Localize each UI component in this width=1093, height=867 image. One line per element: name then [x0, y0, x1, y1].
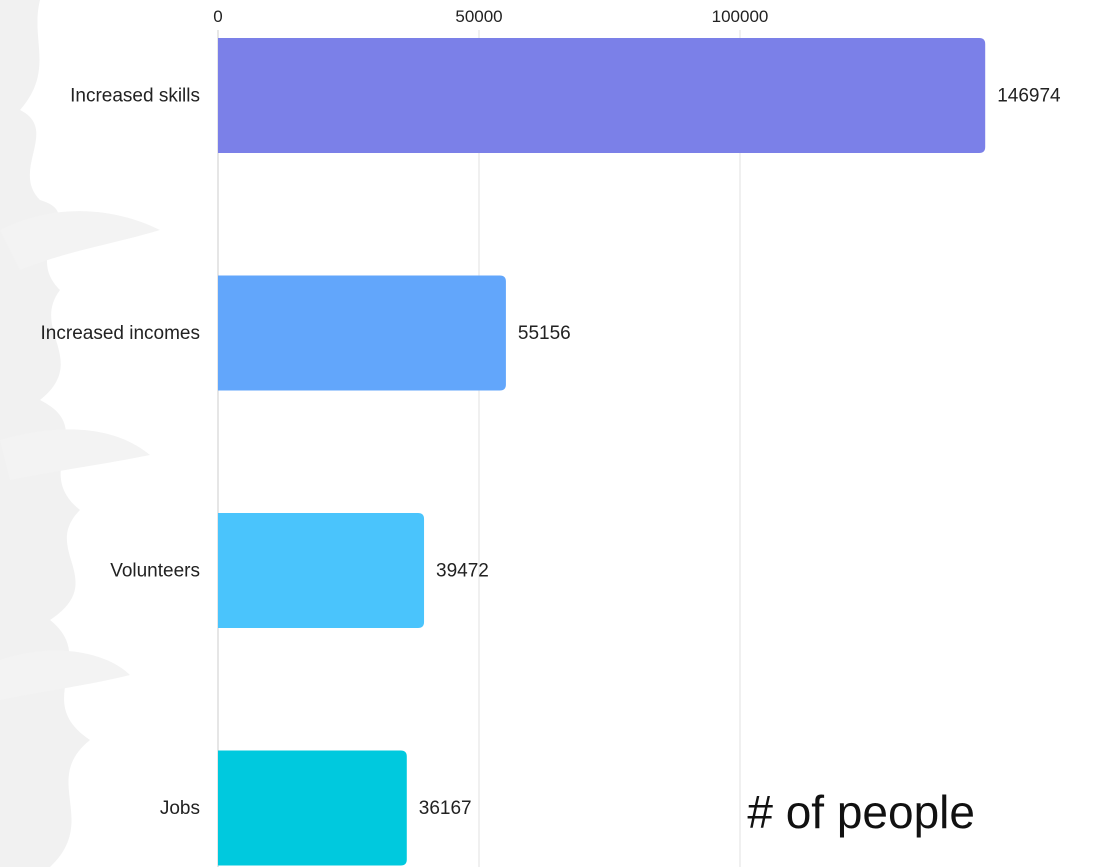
x-tick-label: 100000	[712, 7, 769, 26]
axis-annotation: # of people	[747, 786, 975, 838]
bars	[218, 38, 986, 866]
x-axis-tick-labels: 0 50000 100000	[213, 7, 768, 26]
value-labels: 146974 55156 39472 36167	[419, 86, 1061, 820]
x-tick-label: 50000	[455, 7, 502, 26]
bar	[218, 275, 506, 391]
category-labels: Increased skills Increased incomes Volunte…	[41, 86, 200, 820]
value-label: 146974	[997, 86, 1061, 107]
category-label: Increased incomes	[41, 323, 200, 344]
background-watermark	[0, 0, 160, 867]
value-label: 36167	[419, 798, 472, 819]
category-label: Increased skills	[70, 86, 200, 107]
category-label: Jobs	[160, 798, 200, 819]
gridlines	[478, 30, 741, 867]
value-label: 55156	[518, 323, 571, 344]
value-label: 39472	[436, 561, 489, 582]
x-tick-label: 0	[213, 7, 222, 26]
bar	[218, 750, 407, 866]
bar	[218, 513, 425, 628]
bar	[218, 38, 986, 153]
category-label: Volunteers	[110, 561, 200, 582]
